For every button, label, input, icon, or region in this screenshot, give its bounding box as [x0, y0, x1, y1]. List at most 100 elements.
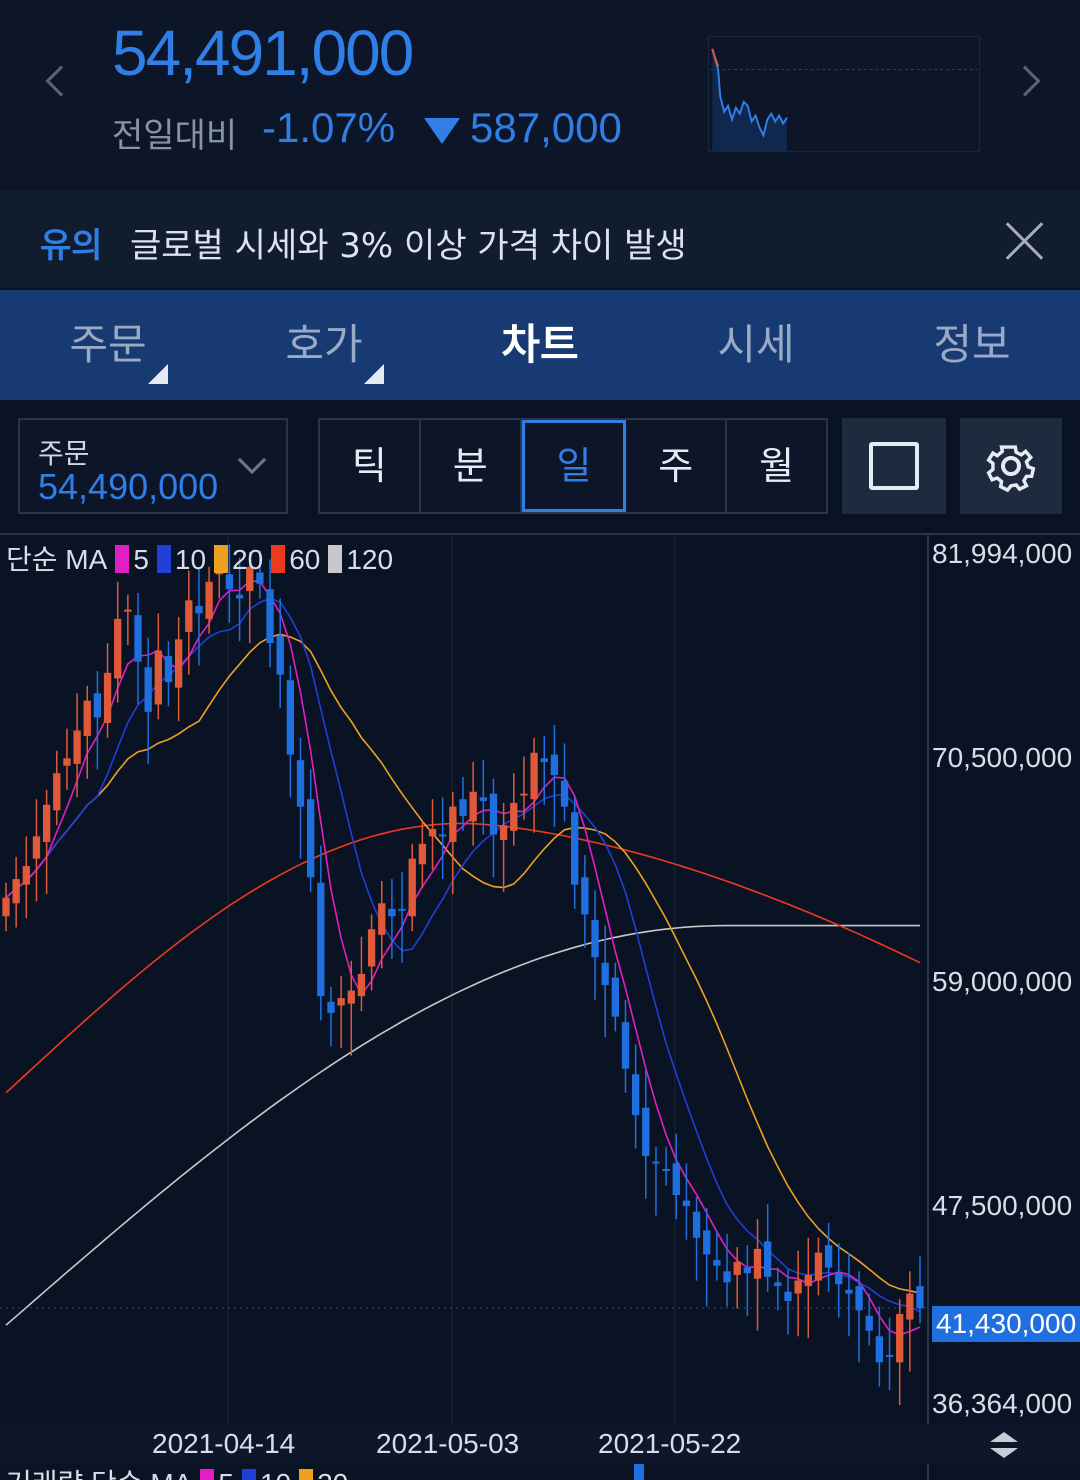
tab-orderbook[interactable]: 호가 [285, 320, 363, 369]
candle [205, 581, 213, 619]
y-tick-label: 59,000,000 [932, 966, 1073, 997]
candle [723, 1271, 731, 1283]
candle [692, 1211, 701, 1238]
notice-tag: 유의 [40, 226, 103, 266]
candle [916, 1286, 924, 1309]
candlestick-chart[interactable] [0, 530, 1080, 1480]
candle [327, 1001, 335, 1013]
candle [266, 589, 274, 644]
tab-chart[interactable]: 차트 [501, 320, 579, 369]
candle [774, 1282, 782, 1287]
volume-ma-legend: 거래량 단순 MA 5 10 20 [6, 1462, 348, 1480]
tab-dropdown-caret-icon [148, 364, 168, 384]
period-day-button[interactable]: 일 [521, 420, 627, 512]
candle [611, 977, 619, 1017]
ma5-line [5, 580, 921, 1336]
notice-bar [0, 190, 1080, 288]
candle [154, 650, 162, 705]
candle [124, 609, 132, 612]
period-month-button[interactable]: 월 [727, 420, 826, 512]
fullscreen-button[interactable] [842, 418, 946, 514]
chevron-right-icon[interactable] [1009, 65, 1041, 97]
y-tick-label: 36,364,000 [932, 1388, 1073, 1419]
candle [672, 1163, 680, 1196]
candle [388, 908, 396, 917]
candle [317, 882, 325, 997]
candle [22, 866, 30, 885]
candle [357, 973, 366, 997]
settings-button[interactable] [960, 418, 1062, 514]
candle [408, 858, 416, 917]
candle [174, 639, 183, 688]
candle [439, 834, 447, 837]
candle [246, 566, 254, 592]
ma120-swatch [328, 545, 343, 573]
order-label: 주문 [38, 437, 90, 470]
candle [256, 572, 264, 584]
chevron-left-icon[interactable] [45, 65, 77, 97]
mini-price-chart[interactable] [708, 36, 980, 152]
candle [63, 758, 71, 766]
current-price: 54,491,000 [112, 17, 414, 89]
order-price-select[interactable]: 주문 54,490,000 [18, 418, 288, 514]
vol-ma10-swatch [241, 1469, 256, 1480]
volume-bar [634, 1464, 644, 1480]
ma-legend-prefix: 단순 MA [6, 544, 108, 575]
candle [286, 680, 295, 755]
candle [235, 594, 244, 599]
candle [703, 1230, 711, 1255]
ma10-label: 10 [174, 544, 207, 575]
close-icon[interactable] [1006, 222, 1044, 260]
candle [479, 797, 487, 802]
candle [499, 825, 508, 841]
candle [631, 1074, 640, 1116]
candle [398, 908, 406, 911]
candle [753, 1248, 762, 1279]
ma-legend: 단순 MA 5 10 20 60 120 [6, 538, 393, 578]
candle [652, 1161, 660, 1164]
order-value: 54,490,000 [38, 466, 219, 507]
ma10-swatch [156, 545, 171, 573]
notice-text: 글로벌 시세와 3% 이상 가격 차이 발생 [130, 226, 687, 266]
period-minute-button[interactable]: 분 [420, 420, 522, 512]
ma60-label: 60 [289, 544, 321, 575]
candle [875, 1336, 884, 1363]
tab-info[interactable]: 정보 [933, 320, 1011, 369]
candle [296, 760, 305, 807]
candle [103, 672, 112, 724]
candle [764, 1241, 772, 1277]
period-week-button[interactable]: 주 [626, 420, 728, 512]
candle [621, 1022, 630, 1069]
candle [581, 877, 589, 915]
tab-quote[interactable]: 시세 [717, 320, 795, 369]
y-tick-label: 81,994,000 [932, 538, 1073, 569]
axis-toggle-icon[interactable] [986, 1428, 1022, 1462]
candle [906, 1293, 914, 1320]
ma20-label: 20 [232, 544, 264, 575]
candle [835, 1273, 843, 1285]
ma10-line [5, 597, 921, 1313]
square-icon [869, 442, 919, 490]
candle [814, 1252, 823, 1281]
tab-bar: 주문 호가 차트 시세 정보 [0, 290, 1080, 400]
candle [459, 799, 467, 816]
candle [540, 758, 548, 763]
price-header: 54,491,000 전일대비 -1.07% 587,000 [0, 0, 1080, 190]
candle [225, 574, 234, 590]
candle [164, 656, 173, 683]
tab-order[interactable]: 주문 [69, 320, 147, 369]
candle [469, 791, 477, 822]
candle [896, 1313, 904, 1363]
ma120-line [5, 924, 920, 1326]
candle [865, 1315, 873, 1331]
candle [2, 897, 10, 917]
candle [489, 793, 498, 835]
ma20-swatch [214, 545, 229, 573]
candle [144, 667, 152, 712]
date-axis-band [0, 1424, 1080, 1464]
candle [337, 998, 345, 1006]
candle [418, 843, 427, 865]
candle [73, 730, 81, 764]
period-tick-button[interactable]: 틱 [320, 420, 421, 512]
candle [449, 806, 457, 842]
